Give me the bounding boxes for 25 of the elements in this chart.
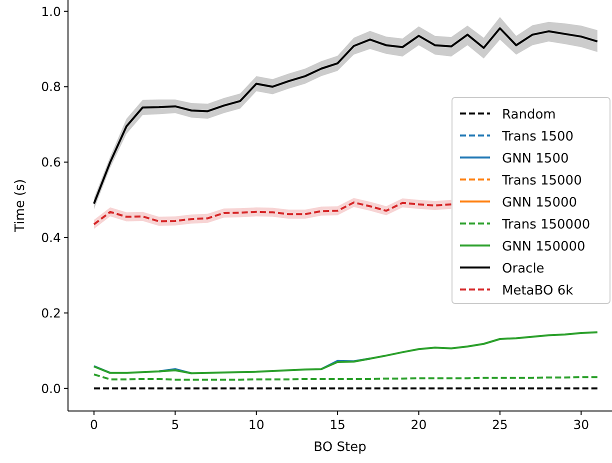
- legend-label: GNN 150000: [502, 240, 586, 254]
- legend-label: Trans 15000: [501, 174, 582, 188]
- legend-label: Trans 1500: [501, 130, 574, 144]
- y-tick-label: 0.2: [41, 305, 61, 320]
- y-tick-label: 1.0: [41, 4, 62, 19]
- x-tick-label: 5: [171, 417, 180, 432]
- x-tick-label: 10: [248, 417, 264, 432]
- line-series: [92, 331, 598, 374]
- x-axis-title: BO Step: [314, 440, 366, 455]
- x-tick-label: 30: [573, 417, 590, 432]
- y-tick-label: 0.4: [41, 230, 62, 246]
- legend-label: GNN 15000: [502, 196, 578, 210]
- x-tick-label: 15: [330, 417, 346, 432]
- legend-label: GNN 1500: [502, 152, 569, 166]
- legend-label: Random: [502, 108, 556, 122]
- x-tick-label: 25: [492, 417, 508, 432]
- legend-label: Oracle: [502, 262, 544, 276]
- y-tick-label: 0.8: [41, 79, 62, 94]
- y-tick-label: 0.0: [41, 380, 62, 396]
- x-tick-label: 0: [90, 417, 98, 432]
- y-tick-label: 0.6: [41, 154, 62, 170]
- x-tick-label: 20: [410, 417, 427, 432]
- legend-label: MetaBO 6k: [502, 284, 574, 298]
- y-axis-title: Time (s): [13, 179, 28, 233]
- legend-label: Trans 150000: [501, 218, 590, 232]
